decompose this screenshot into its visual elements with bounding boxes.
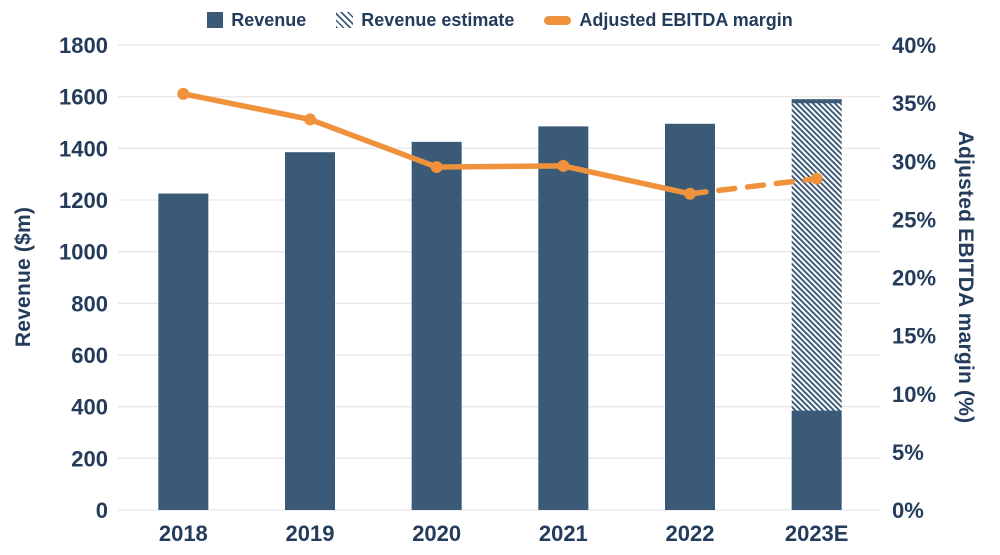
x-axis-label: 2018 bbox=[159, 521, 208, 546]
x-axis-label: 2023E bbox=[785, 521, 849, 546]
right-axis-tick: 10% bbox=[892, 382, 936, 407]
margin-line-group bbox=[177, 87, 823, 200]
left-axis-tick: 600 bbox=[71, 343, 108, 368]
ebitda-margin-point bbox=[304, 113, 316, 126]
revenue-bar bbox=[285, 152, 335, 511]
left-axis-tick: 800 bbox=[71, 291, 108, 316]
ebitda-margin-line-dashed bbox=[687, 175, 820, 197]
revenue-bar bbox=[791, 410, 842, 510]
ebitda-margin-point bbox=[177, 87, 190, 100]
legend-revenue-estimate-label: Revenue estimate bbox=[361, 9, 515, 30]
legend-item-ebitda-margin: Adjusted EBITDA margin bbox=[544, 9, 793, 31]
right-axis-tick: 5% bbox=[892, 440, 924, 465]
revenue-estimate-bar-cap bbox=[791, 99, 842, 104]
bars-group bbox=[158, 99, 842, 511]
x-axis-label: 2019 bbox=[286, 521, 335, 546]
gridlines-group bbox=[118, 44, 880, 511]
ebitda-margin-point bbox=[557, 159, 570, 172]
revenue-bar bbox=[158, 193, 209, 510]
ebitda-margin-point bbox=[684, 187, 696, 200]
left-axis-tick: 1000 bbox=[59, 240, 108, 265]
left-axis-title: Revenue ($m) bbox=[12, 206, 35, 348]
x-axis-label: 2020 bbox=[412, 521, 461, 546]
right-axis-tick: 30% bbox=[892, 149, 936, 174]
left-axis-tick: 1400 bbox=[59, 136, 108, 161]
ebitda-margin-line-swatch-icon bbox=[544, 15, 572, 25]
right-axis-title: Adjusted EBITDA margin (%) bbox=[954, 130, 977, 424]
revenue-swatch-icon bbox=[207, 12, 224, 28]
left-axis-tick: 1800 bbox=[59, 33, 108, 58]
left-axis-tick: 0 bbox=[96, 498, 108, 523]
legend-ebitda-margin-label: Adjusted EBITDA margin bbox=[579, 9, 793, 30]
revenue-estimate-hatch-swatch-icon bbox=[336, 12, 354, 28]
right-axis-tick: 25% bbox=[892, 207, 936, 232]
ebitda-margin-point bbox=[430, 161, 443, 174]
left-axis-tick: 400 bbox=[71, 395, 108, 420]
right-axis-tick: 0% bbox=[892, 498, 924, 523]
right-axis-tick: 20% bbox=[892, 266, 936, 291]
left-axis-tick: 1200 bbox=[59, 188, 108, 213]
revenue-bar bbox=[538, 126, 589, 510]
tick-labels-group: 0 200 400 600 800 1000 1200 1400 1600 1800 0% 5% 10%… bbox=[59, 33, 936, 546]
x-axis-label: 2022 bbox=[666, 521, 715, 546]
right-axis-tick: 15% bbox=[892, 324, 936, 349]
legend: Revenue Revenue estimate Adjusted EBITDA… bbox=[0, 5, 1000, 35]
x-axis-label: 2021 bbox=[539, 521, 588, 546]
legend-revenue-label: Revenue bbox=[231, 9, 307, 30]
left-axis-tick: 200 bbox=[71, 446, 108, 471]
right-axis-tick: 35% bbox=[892, 91, 936, 116]
legend-item-revenue-estimate: Revenue estimate bbox=[336, 10, 514, 31]
left-axis-tick: 1600 bbox=[59, 85, 108, 110]
revenue-bar bbox=[411, 141, 462, 510]
legend-item-revenue: Revenue bbox=[207, 10, 306, 31]
right-axis-tick: 40% bbox=[892, 33, 936, 58]
ebitda-margin-point bbox=[810, 172, 823, 185]
revenue-bar bbox=[665, 123, 715, 511]
revenue-estimate-bar bbox=[791, 99, 842, 411]
